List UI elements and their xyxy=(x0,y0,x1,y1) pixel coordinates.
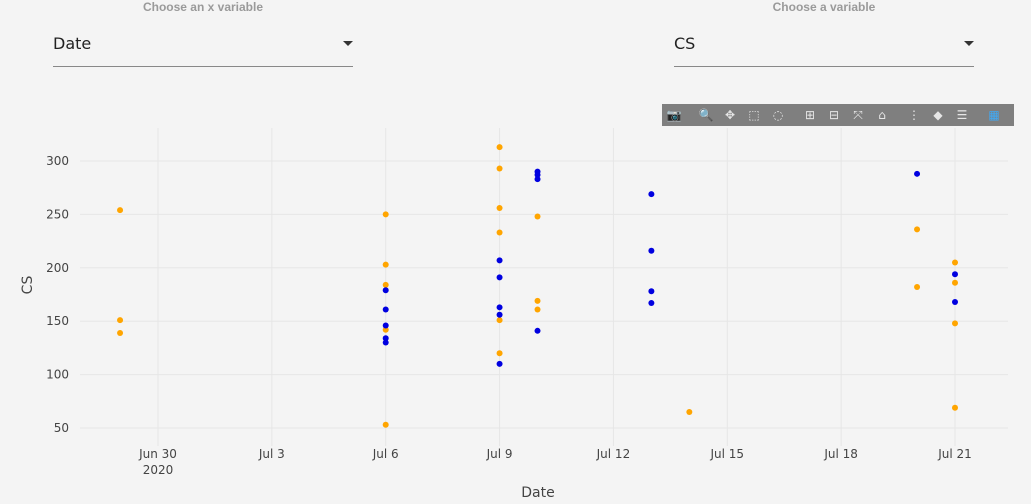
chevron-down-icon xyxy=(343,41,353,46)
data-point[interactable] xyxy=(914,226,921,233)
y-axis-ticks: 50 100 150 200 250 300 xyxy=(46,154,69,435)
x-axis-ticks: Jun 30 2020 Jul 3 Jul 6 Jul 9 Jul 12 Jul 15 Jul… xyxy=(138,447,972,477)
data-point[interactable] xyxy=(382,306,389,313)
data-point[interactable] xyxy=(914,170,921,177)
data-point[interactable] xyxy=(117,207,124,214)
camera-icon[interactable]: 📷 xyxy=(666,108,682,122)
data-point[interactable] xyxy=(382,261,389,268)
data-point[interactable] xyxy=(496,165,503,172)
plotly-logo-icon[interactable]: ▦ xyxy=(988,108,1000,122)
y-variable-dropdown[interactable]: CS xyxy=(674,30,974,67)
x-axis-title: Date xyxy=(521,485,554,501)
hover-compare-icon[interactable]: ☰ xyxy=(956,108,968,122)
data-point[interactable] xyxy=(382,335,389,342)
data-point[interactable] xyxy=(534,171,541,178)
data-point[interactable] xyxy=(117,329,124,336)
y-tick-label: 200 xyxy=(46,261,69,275)
data-point[interactable] xyxy=(496,317,503,324)
zoom-icon[interactable]: 🔍 xyxy=(698,108,714,122)
data-point[interactable] xyxy=(382,322,389,329)
data-point[interactable] xyxy=(952,279,958,286)
y-tick-label: 100 xyxy=(46,368,69,382)
data-point[interactable] xyxy=(496,304,503,311)
pan-icon[interactable]: ✥ xyxy=(724,108,736,122)
data-point[interactable] xyxy=(117,317,124,324)
zoom-in-icon[interactable]: ⊞ xyxy=(804,108,816,122)
data-point[interactable] xyxy=(648,191,655,198)
y-tick-label: 250 xyxy=(46,207,69,221)
zoom-out-icon[interactable]: ⊟ xyxy=(828,108,840,122)
y-axis-title: CS xyxy=(20,276,36,295)
home-icon[interactable]: ⌂ xyxy=(878,108,886,122)
data-point[interactable] xyxy=(382,287,389,294)
data-point[interactable] xyxy=(534,297,541,304)
box-select-icon[interactable]: ⬚ xyxy=(748,108,760,122)
x-tick-label: Jun 30 xyxy=(138,447,177,461)
y-variable-label: Choose a variable xyxy=(772,0,876,14)
data-point[interactable] xyxy=(648,300,655,307)
data-point[interactable] xyxy=(496,204,503,211)
data-point[interactable] xyxy=(952,404,958,411)
plot-modebar: 📷 🔍 ✥ ⬚ ◌ ⊞ ⊟ ⤧ ⌂ ⋮ ◆ ☰ ▦ xyxy=(662,104,1014,126)
data-point[interactable] xyxy=(382,281,389,288)
data-point[interactable] xyxy=(534,213,541,220)
data-point[interactable] xyxy=(534,327,541,334)
lasso-icon[interactable]: ◌ xyxy=(772,108,784,122)
data-point[interactable] xyxy=(496,144,503,151)
data-point[interactable] xyxy=(382,326,389,333)
data-point[interactable] xyxy=(496,229,503,236)
data-point[interactable] xyxy=(648,288,655,295)
y-tick-label: 50 xyxy=(54,421,69,435)
x-variable-value: Date xyxy=(53,34,92,53)
data-point[interactable] xyxy=(496,360,503,367)
data-point[interactable] xyxy=(952,271,958,278)
y-tick-label: 300 xyxy=(46,154,69,168)
x-tick-sublabel: 2020 xyxy=(143,463,174,477)
data-point[interactable] xyxy=(534,306,541,313)
data-point[interactable] xyxy=(496,257,503,264)
x-tick-label: Jul 21 xyxy=(937,447,972,461)
data-point[interactable] xyxy=(382,339,389,346)
data-point[interactable] xyxy=(382,421,389,428)
x-variable-dropdown[interactable]: Date xyxy=(53,30,353,67)
x-tick-label: Jul 12 xyxy=(596,447,631,461)
data-point[interactable] xyxy=(648,247,655,254)
grid-lines xyxy=(80,128,1008,446)
data-points xyxy=(117,144,958,428)
x-tick-label: Jul 18 xyxy=(823,447,858,461)
data-point[interactable] xyxy=(534,176,541,183)
data-point[interactable] xyxy=(382,211,389,218)
x-tick-label: Jul 9 xyxy=(486,447,513,461)
data-point[interactable] xyxy=(496,350,503,357)
data-point[interactable] xyxy=(686,408,693,415)
data-point[interactable] xyxy=(952,259,958,266)
data-point[interactable] xyxy=(952,298,958,305)
x-variable-label: Choose an x variable xyxy=(142,0,264,14)
x-tick-label: Jul 6 xyxy=(372,447,399,461)
data-point[interactable] xyxy=(914,284,921,291)
data-point[interactable] xyxy=(952,320,958,327)
data-point[interactable] xyxy=(496,274,503,281)
chevron-down-icon xyxy=(964,41,974,46)
x-tick-label: Jul 15 xyxy=(710,447,745,461)
data-point[interactable] xyxy=(496,311,503,318)
hover-closest-icon[interactable]: ◆ xyxy=(933,108,943,122)
autoscale-icon[interactable]: ⤧ xyxy=(853,107,863,122)
y-variable-value: CS xyxy=(674,34,696,53)
y-tick-label: 150 xyxy=(46,314,69,328)
spike-lines-icon[interactable]: ⋮ xyxy=(908,108,920,122)
x-tick-label: Jul 3 xyxy=(258,447,285,461)
